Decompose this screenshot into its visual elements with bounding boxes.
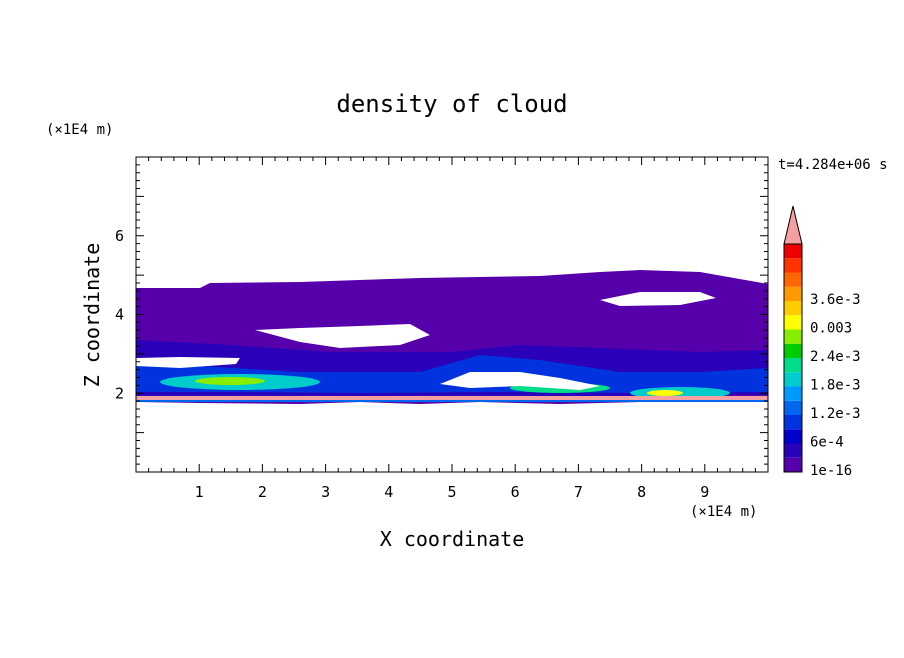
- x-tick-label: 5: [447, 483, 456, 501]
- x-axis-label: X coordinate: [380, 527, 525, 551]
- y-tick-label: 2: [115, 384, 124, 402]
- hole-upper-right: [600, 292, 716, 306]
- patch-yellow-right: [647, 390, 683, 396]
- colorbar-label: 1.2e-3: [810, 406, 861, 422]
- colorbar-swatch: [784, 429, 802, 444]
- y-ticks: 2 4 6: [115, 164, 768, 473]
- colorbar-swatch: [784, 415, 802, 430]
- x-tick-label: 8: [637, 483, 646, 501]
- x-ticks: 1 2 3 4 5 6 7 8 9: [135, 157, 769, 501]
- colorbar-swatch: [784, 286, 802, 301]
- colorbar-swatch: [784, 457, 802, 472]
- base-high-band: [136, 396, 768, 400]
- x-tick-label: 1: [195, 483, 204, 501]
- y-tick-label: 4: [115, 306, 124, 324]
- x-tick-label: 3: [321, 483, 330, 501]
- colorbar-label: 3.6e-3: [810, 292, 861, 308]
- colorbar-swatch: [784, 258, 802, 273]
- colorbar-swatch: [784, 315, 802, 330]
- hole-center: [440, 372, 600, 390]
- x-tick-label: 7: [574, 483, 583, 501]
- colorbar-swatch: [784, 272, 802, 287]
- colorbar-frame: [783, 243, 803, 473]
- contour-field: [136, 270, 768, 404]
- y-unit-label: (×1E4 m): [46, 122, 113, 138]
- colorbar-label: 6e-4: [810, 435, 844, 451]
- colorbar-swatch: [784, 386, 802, 401]
- colorbar-swatch: [784, 372, 802, 387]
- hole-lower-left: [136, 357, 240, 368]
- hole-upper-mid: [255, 324, 430, 348]
- colorbar-label: 2.4e-3: [810, 349, 861, 365]
- x-tick-label: 4: [384, 483, 393, 501]
- patch-green-left: [195, 377, 265, 385]
- base-band-under: [136, 400, 768, 402]
- colorbar-swatch: [784, 343, 802, 358]
- colorbar-label: 1.8e-3: [810, 378, 861, 394]
- chart-title: density of cloud: [336, 90, 567, 118]
- colorbar-swatch: [784, 358, 802, 373]
- colorbar: 1e-16 6e-4 1.2e-3 1.8e-3 2.4e-3 0.003 3.6e-3: [783, 205, 861, 479]
- y-tick-label: 6: [115, 227, 124, 245]
- colorbar-swatch: [784, 400, 802, 415]
- x-tick-label: 9: [700, 483, 709, 501]
- time-label: t=4.284e+06 s: [778, 157, 888, 173]
- y-axis-label: Z coordinate: [80, 243, 104, 388]
- colorbar-swatch: [784, 443, 802, 458]
- x-tick-label: 2: [258, 483, 267, 501]
- x-tick-label: 6: [511, 483, 520, 501]
- colorbar-label: 0.003: [810, 321, 852, 337]
- colorbar-overflow-triangle: [783, 205, 803, 245]
- x-unit-label: (×1E4 m): [690, 504, 757, 520]
- colorbar-swatch: [784, 329, 802, 344]
- colorbar-swatch: [784, 244, 802, 259]
- colorbar-label: 1e-16: [810, 463, 852, 479]
- colorbar-swatch: [784, 301, 802, 316]
